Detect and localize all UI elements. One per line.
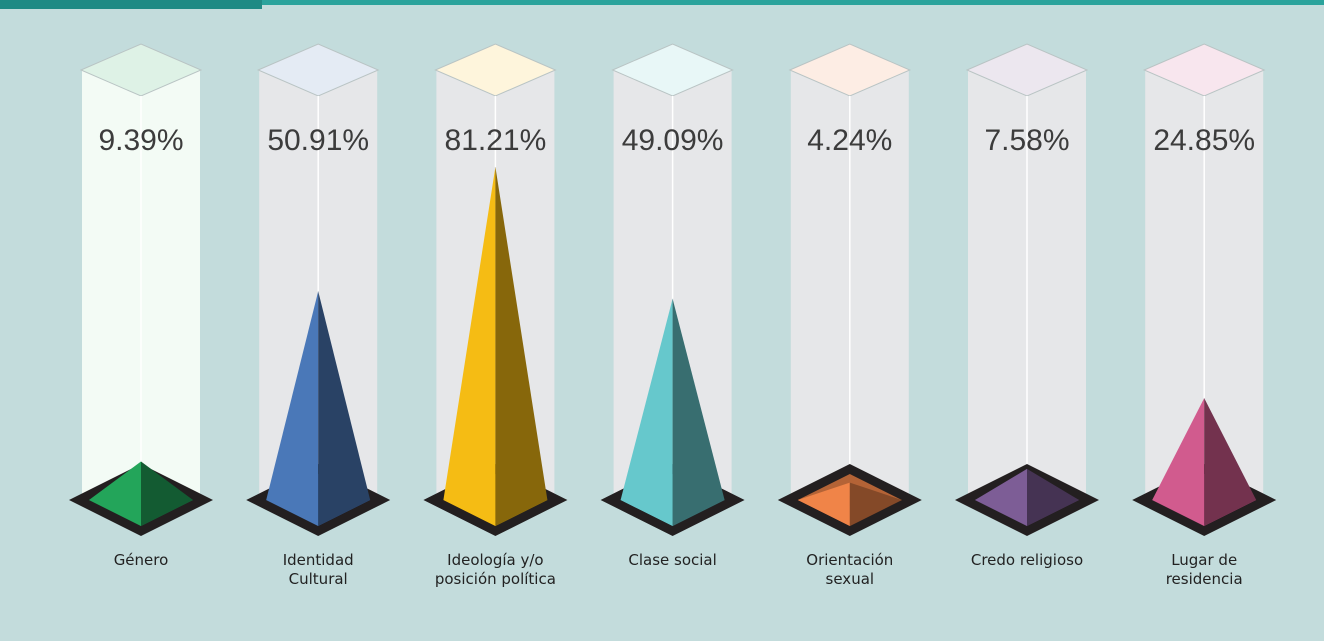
pyramid-left-face (975, 468, 1027, 526)
pyramid-left-face (797, 482, 850, 526)
category-label: Clase social (628, 551, 717, 569)
column-cap (434, 43, 557, 97)
pyramid (975, 468, 1079, 526)
column-cap (1142, 43, 1266, 97)
value-label: 49.09% (622, 124, 724, 157)
pyramid-right-face (849, 482, 902, 526)
pyramid-right-face (672, 298, 725, 526)
column-cap (611, 43, 734, 97)
category-label: Ideología y/o posición política (434, 551, 556, 588)
pyramid-left-face (266, 291, 319, 526)
pyramid-left-face (89, 461, 141, 526)
pyramid (89, 461, 193, 526)
category-label: Orientación sexual (806, 551, 894, 588)
value-label: 24.85% (1153, 124, 1255, 157)
pyramid (443, 167, 548, 526)
pyramid (797, 482, 902, 526)
value-label: 4.24% (807, 124, 892, 157)
pyramid (266, 291, 371, 526)
value-label: 81.21% (445, 124, 547, 157)
value-label: 50.91% (267, 124, 369, 157)
category-label: Credo religioso (970, 551, 1084, 569)
pyramid-right-face (495, 167, 548, 526)
top-bar (0, 0, 1324, 5)
column-cap (256, 43, 380, 97)
value-label: 9.39% (98, 124, 183, 157)
pyramid-right-face (141, 461, 193, 526)
column-cap (788, 43, 912, 97)
pyramid-right-face (1027, 468, 1079, 526)
category-label: Género (113, 551, 169, 569)
pyramid-left-face (620, 298, 673, 526)
value-label: 7.58% (984, 124, 1069, 157)
category-label: Identidad Cultural (282, 551, 354, 588)
column-cap (965, 43, 1089, 97)
pyramid-left-face (443, 167, 496, 526)
pyramid (1152, 398, 1257, 526)
top-bar-tab (0, 0, 262, 9)
column-cap (79, 43, 203, 97)
pyramid-left-face (1152, 398, 1205, 526)
pyramid (620, 298, 725, 526)
pyramid-right-face (318, 291, 371, 526)
category-label: Lugar de residencia (1165, 551, 1243, 588)
pyramid-right-face (1204, 398, 1257, 526)
